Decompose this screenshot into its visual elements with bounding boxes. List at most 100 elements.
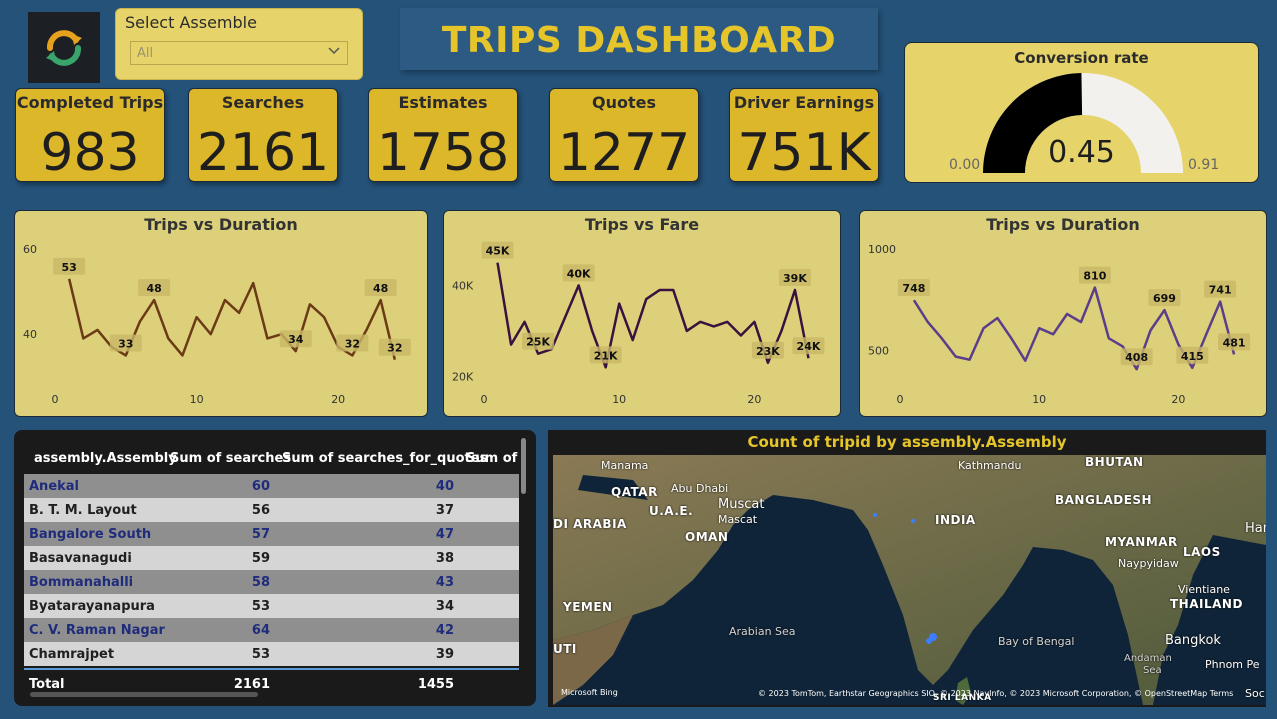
map-label: Muscat — [718, 497, 765, 512]
column-header[interactable]: Sum of searches_for_quotes — [282, 451, 488, 466]
map-label: MYANMAR — [1105, 535, 1178, 549]
kpi-searches: Searches 2161 — [188, 88, 338, 183]
total-quotes: 1455 — [417, 677, 454, 692]
map-point[interactable] — [873, 513, 877, 517]
map-label: Soc — [1245, 687, 1265, 700]
trip-map: Count of tripid by assembly.Assembly Man… — [548, 430, 1266, 707]
data-label-bg — [1120, 348, 1153, 366]
cell-searches: 57 — [251, 527, 270, 542]
data-label-bg — [897, 279, 930, 297]
x-tick-label: 20 — [1171, 393, 1185, 406]
land-mass — [553, 455, 1266, 705]
kpi-quotes: Quotes 1277 — [549, 88, 699, 183]
map-label: U.A.E. — [649, 504, 694, 518]
x-tick-label: 10 — [1032, 393, 1046, 406]
data-label: 481 — [1223, 336, 1246, 349]
chart-trips-vs-duration-2: Trips vs Duration 1000 500 0 10 20 748 810 408 6… — [859, 210, 1267, 417]
conversion-rate-gauge: Conversion rate 0.45 0.00 0.91 — [904, 42, 1259, 183]
cell-searches: 59 — [251, 551, 270, 566]
data-label: 48 — [146, 282, 161, 295]
data-label: 415 — [1181, 350, 1204, 363]
map-label: QATAR — [611, 485, 658, 499]
table-row[interactable]: Bangalore South 57 47 — [24, 522, 519, 546]
map-label: Bay of Bengal — [998, 635, 1075, 648]
map-label: Sea — [1143, 665, 1162, 676]
chart-title: Trips vs Duration — [986, 215, 1140, 234]
column-header[interactable]: Sum of s — [466, 451, 519, 466]
cell-assembly: Chamrajpet — [29, 647, 115, 662]
table-row[interactable]: Bommanahalli 58 43 — [24, 570, 519, 594]
data-label: 32 — [387, 342, 402, 355]
map-label: Phnom Pe — [1205, 658, 1260, 671]
map-label: Abu Dhabi — [671, 482, 729, 495]
table-row[interactable]: Chamrajpet 53 39 — [24, 642, 519, 666]
map-point[interactable] — [911, 519, 915, 523]
gulf-water — [578, 475, 648, 500]
bing-logo: Microsoft Bing — [561, 688, 618, 697]
kpi-label: Searches — [221, 93, 305, 112]
map-terrain — [553, 455, 1266, 705]
data-label: 748 — [902, 282, 925, 295]
table-row[interactable]: B. T. M. Layout 56 37 — [24, 498, 519, 522]
map-attribution[interactable]: © 2023 TomTom, Earthstar Geographics SIO… — [758, 689, 1234, 698]
y-tick-label: 40K — [452, 279, 474, 292]
data-label-bg — [522, 332, 555, 350]
table-row[interactable]: Basavanagudi 59 38 — [24, 546, 519, 570]
data-label-bg — [53, 257, 86, 275]
x-tick-label: 0 — [897, 393, 904, 406]
cell-searches: 56 — [251, 503, 270, 518]
map-label: Manama — [601, 459, 649, 472]
data-label: 21K — [594, 349, 618, 362]
cell-assembly: Bommanahalli — [29, 575, 134, 590]
data-label: 25K — [526, 336, 550, 349]
map-label: Kathmandu — [958, 459, 1022, 472]
data-label: 24K — [797, 340, 821, 353]
line-chart: 40K 20K 0 10 20 45K 25K 40K 21K 23K 39K 24K — [452, 241, 825, 406]
chart-title: Trips vs Duration — [144, 215, 298, 234]
table-row[interactable]: Byatarayanapura 53 34 — [24, 594, 519, 618]
table-row[interactable]: C. V. Raman Nagar 64 42 — [24, 618, 519, 642]
map-label: INDIA — [935, 513, 976, 527]
cell-assembly: Anekal — [29, 479, 80, 494]
data-label-bg — [138, 279, 171, 297]
cell-assembly: Bangalore South — [29, 527, 152, 542]
y-tick-label: 20K — [452, 370, 474, 383]
kpi-label: Estimates — [398, 93, 488, 112]
data-label: 32 — [345, 337, 360, 350]
map-label: Han — [1245, 521, 1266, 536]
data-label-bg — [279, 330, 312, 348]
column-header[interactable]: assembly.Assembly — [34, 451, 177, 466]
gauge-svg — [983, 73, 1183, 173]
x-tick-label: 20 — [747, 393, 761, 406]
map-canvas[interactable]: Manama QATAR Abu Dhabi U.A.E. Muscat Mas… — [553, 455, 1266, 705]
land-mass — [553, 615, 633, 705]
table-row[interactable]: Anekal 60 40 — [24, 474, 519, 498]
kpi-label: Driver Earnings — [733, 93, 875, 112]
column-header[interactable]: Sum of searches — [170, 451, 292, 466]
sri-lanka-land — [955, 677, 971, 705]
data-label: 408 — [1125, 351, 1148, 364]
y-tick-label: 500 — [868, 345, 889, 358]
map-label: THAILAND — [1170, 597, 1243, 611]
assemble-slicer: Select Assemble All — [115, 8, 363, 80]
y-tick-label: 1000 — [868, 243, 896, 256]
kpi-driver-earnings: Driver Earnings 751K — [729, 88, 879, 183]
table-body: assembly.Assembly Sum of searches Sum of… — [24, 438, 519, 696]
horizontal-scrollbar[interactable] — [30, 692, 258, 697]
data-label: 40K — [567, 267, 591, 280]
dashboard-title-box: TRIPS DASHBOARD — [400, 8, 878, 70]
map-label: Vientiane — [1178, 583, 1230, 596]
data-label: 741 — [1209, 284, 1232, 297]
map-title: Count of tripid by assembly.Assembly — [747, 433, 1067, 451]
vertical-scrollbar[interactable] — [521, 438, 526, 494]
line-chart: 1000 500 0 10 20 748 810 408 699 415 741 481 — [868, 243, 1251, 406]
map-label: UTI — [553, 642, 577, 656]
map-point[interactable] — [926, 638, 932, 644]
assemble-dropdown[interactable]: All — [130, 41, 348, 65]
map-label: SRI LANKA — [933, 693, 992, 703]
kpi-value: 1277 — [557, 123, 691, 183]
cell-quotes: 40 — [435, 479, 454, 494]
kpi-label: Quotes — [591, 93, 656, 112]
map-label: YEMEN — [563, 600, 613, 614]
data-label-bg — [1218, 333, 1251, 351]
